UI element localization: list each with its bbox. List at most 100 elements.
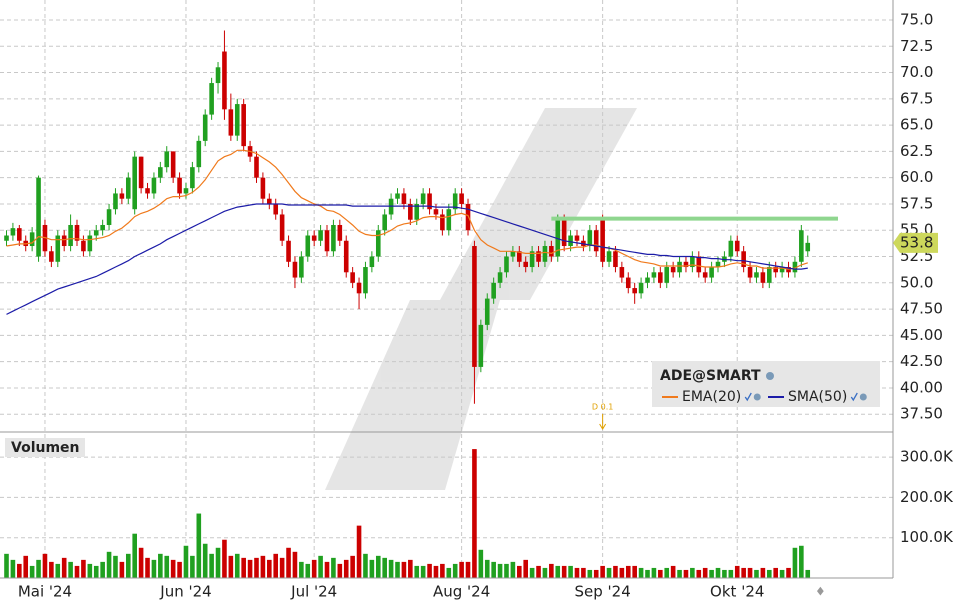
candle-body — [375, 230, 381, 257]
x-tick-label: Jul '24 — [290, 583, 337, 600]
y-tick-label: 65.0 — [900, 116, 933, 134]
volume-bar — [459, 561, 464, 578]
volume-bar — [452, 563, 458, 578]
dividend-arrow — [599, 414, 607, 430]
volume-bar — [696, 569, 702, 578]
volume-bar — [299, 561, 304, 578]
candle-body — [536, 251, 541, 262]
candle-body — [356, 282, 362, 294]
volume-bar — [4, 553, 9, 578]
volume-bar — [491, 561, 496, 578]
volume-bar — [363, 553, 368, 578]
volume-bar — [29, 565, 35, 578]
volume-bar — [408, 559, 413, 578]
candle-body — [395, 193, 400, 199]
volume-bar — [677, 569, 682, 578]
volume-bar — [401, 561, 407, 578]
candle-body — [158, 167, 163, 178]
candle-body — [401, 193, 407, 204]
volume-bar — [234, 553, 240, 578]
y-tick-label: 70.0 — [900, 63, 933, 81]
volume-bar — [542, 567, 548, 578]
candle-body — [465, 203, 471, 231]
candle-body — [766, 267, 772, 283]
volume-label: Volumen — [11, 440, 80, 456]
candle-body — [433, 209, 439, 215]
volume-bar — [247, 559, 253, 578]
volume-bar — [215, 547, 221, 578]
volume-bar — [260, 555, 266, 578]
candle-body — [100, 224, 105, 231]
volume-bar — [561, 565, 567, 578]
candle-body — [542, 246, 548, 262]
candle-body — [619, 267, 625, 278]
volume-bar — [510, 561, 516, 578]
candle-body — [747, 267, 753, 278]
candle-body — [215, 67, 221, 84]
volume-bar — [305, 563, 311, 578]
candle-body — [241, 104, 246, 147]
y-tick-label: 60.0 — [900, 168, 933, 186]
x-tick-label: Mai '24 — [18, 583, 72, 600]
candle-body — [299, 256, 304, 278]
volume-bar — [369, 559, 375, 578]
volume-bar — [106, 551, 112, 578]
x-tick-label: Jun '24 — [159, 583, 211, 600]
y-tick-label: 62.5 — [900, 142, 933, 160]
candle-body — [484, 298, 490, 325]
volume-bar — [286, 547, 291, 578]
indicator-line — [6, 149, 808, 270]
volume-bar — [190, 555, 195, 578]
volume-bar — [645, 569, 650, 578]
candle-body — [574, 235, 580, 241]
volume-bar — [715, 567, 721, 578]
last-price-tag — [893, 232, 938, 253]
candle-body — [74, 224, 80, 241]
candle-body — [254, 156, 259, 178]
volume-bar — [773, 567, 778, 578]
candle-body — [61, 235, 67, 247]
volume-bar — [728, 569, 734, 578]
candle-body — [228, 109, 234, 136]
candle-body — [792, 261, 798, 273]
volume-bar — [658, 569, 663, 578]
volume-bar — [318, 555, 323, 578]
volume-bar — [241, 557, 246, 578]
volume-bar — [568, 565, 573, 578]
candle-body — [491, 282, 496, 299]
candle-body — [523, 261, 529, 268]
candle-body — [119, 193, 125, 199]
volume-bar — [613, 565, 618, 578]
volume-bar — [17, 563, 22, 578]
axes: 37.5040.0042.5045.0047.5050.052.555.057.… — [18, 10, 954, 600]
candle-body — [132, 156, 137, 210]
volume-bar — [619, 567, 625, 578]
candle-body — [350, 272, 355, 283]
volume-bar — [446, 567, 452, 578]
y-tick-label: 72.5 — [900, 37, 933, 55]
candle-body — [17, 228, 22, 241]
volume-bar — [670, 565, 676, 578]
watermark — [325, 108, 637, 490]
volume-bar — [254, 557, 259, 578]
candle-body — [286, 240, 291, 262]
candle-body — [324, 230, 330, 252]
volume-bar — [638, 567, 644, 578]
candle-body — [279, 214, 285, 241]
volume-bar — [61, 557, 67, 578]
dividend-label: D 0.1 — [592, 403, 613, 412]
volume-bar — [158, 553, 163, 578]
y-tick-label: 42.50 — [900, 352, 943, 370]
candle-body — [68, 224, 73, 247]
candle-body — [805, 242, 811, 252]
volume-bar — [100, 561, 105, 578]
candle-body — [760, 272, 766, 283]
volume-bar — [209, 553, 214, 578]
candle-body — [452, 193, 458, 210]
y-tick-label: 50.0 — [900, 273, 933, 291]
volume-bar — [420, 565, 426, 578]
candle-body — [260, 177, 266, 199]
volume-bar — [478, 549, 484, 578]
volume-bar — [805, 569, 811, 578]
